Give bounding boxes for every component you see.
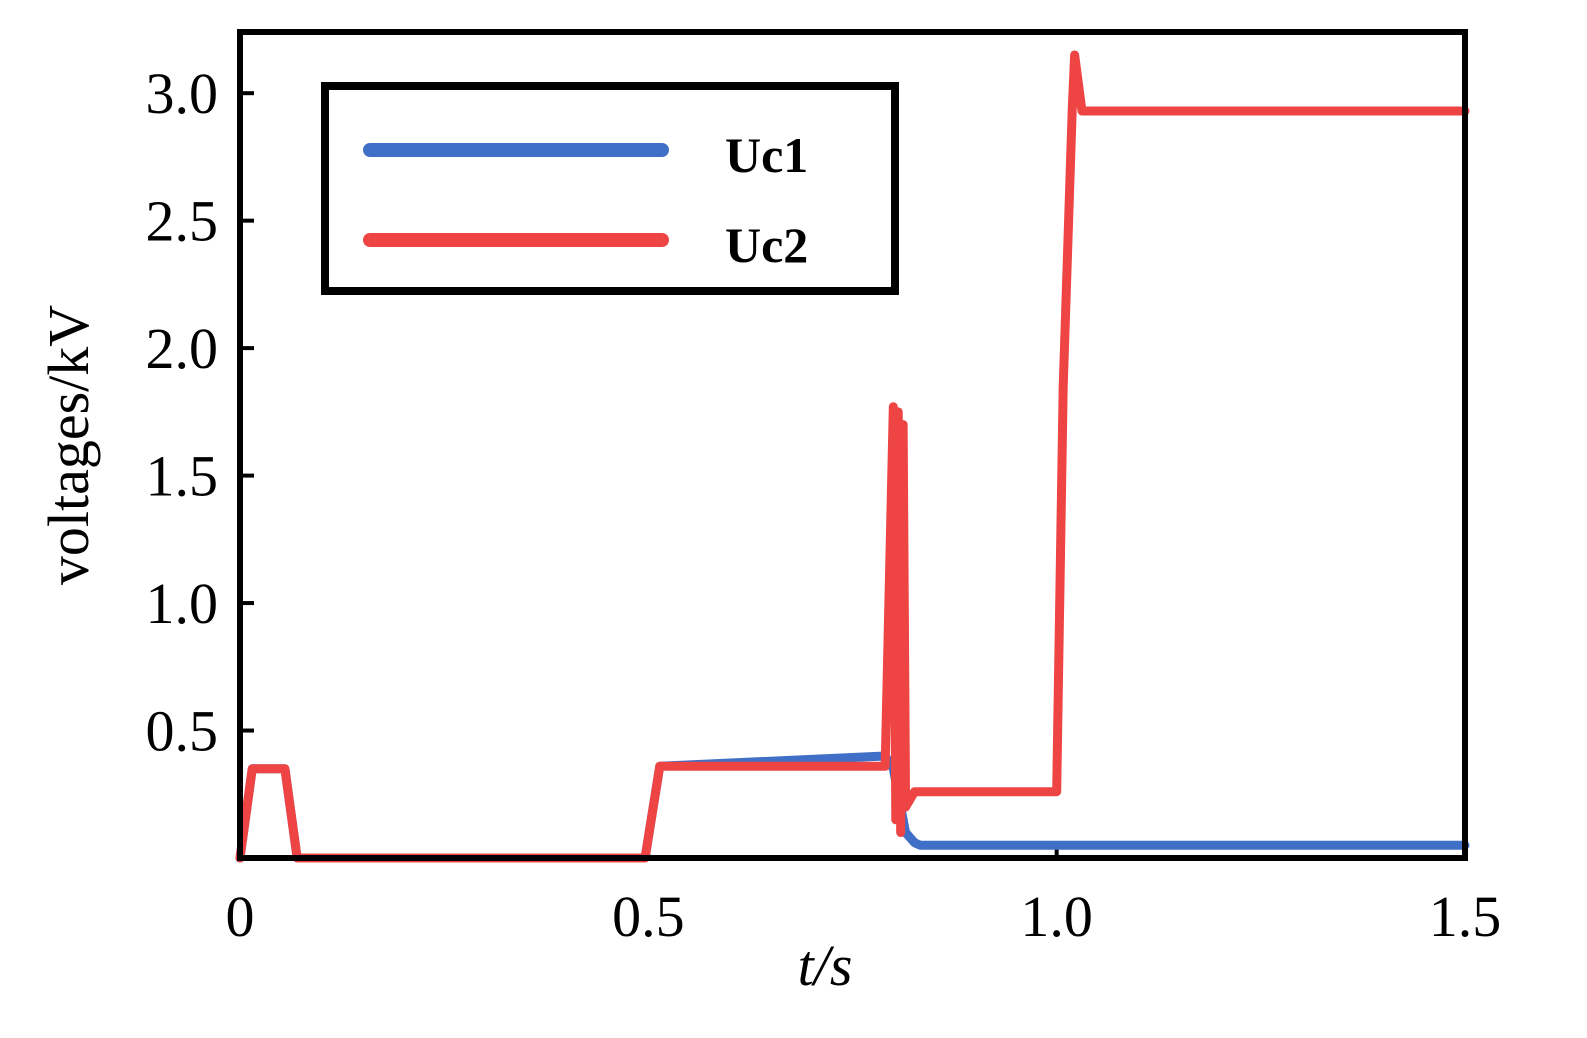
y-tick-label: 2.0 bbox=[146, 316, 219, 381]
y-tick-label: 3.0 bbox=[146, 61, 219, 126]
y-tick-label: 1.5 bbox=[146, 444, 219, 509]
y-tick-label: 2.5 bbox=[146, 189, 219, 254]
x-tick-label: 0.5 bbox=[612, 884, 685, 949]
x-tick-label: 0 bbox=[226, 884, 255, 949]
x-axis-label: t/s bbox=[798, 933, 853, 998]
legend-label: Uc1 bbox=[725, 127, 808, 183]
x-tick-label: 1.0 bbox=[1020, 884, 1093, 949]
plot-frame bbox=[237, 29, 1468, 861]
legend-box bbox=[321, 82, 899, 295]
y-tick-label: 0.5 bbox=[146, 699, 219, 764]
y-tick-label: 1.0 bbox=[146, 571, 219, 636]
series-line bbox=[235, 751, 1470, 863]
x-tick-label: 1.5 bbox=[1429, 884, 1502, 949]
y-axis-label: voltages/kV bbox=[36, 305, 101, 585]
legend-label: Uc2 bbox=[725, 217, 808, 273]
